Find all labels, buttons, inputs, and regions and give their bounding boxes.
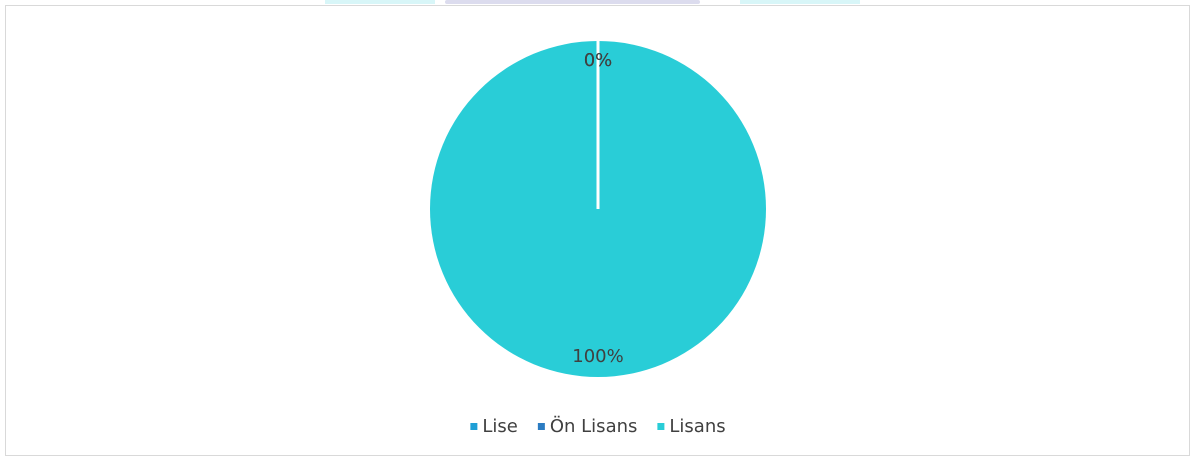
legend-marker xyxy=(537,423,545,430)
data-label: 100% xyxy=(572,346,623,367)
legend-label: Ön Lisans xyxy=(550,415,638,437)
data-labels: 0%0%100% xyxy=(572,50,623,367)
legend-label: Lisans xyxy=(669,416,725,437)
legend-marker xyxy=(470,423,478,430)
chart-frame xyxy=(5,5,1190,456)
legend-marker xyxy=(657,423,665,430)
legend-label: Lise xyxy=(482,416,517,437)
data-label: 0% xyxy=(584,50,613,71)
decor xyxy=(445,0,700,4)
pie xyxy=(430,41,766,377)
legend: Lise Ön Lisans Lisans xyxy=(470,415,726,437)
decor xyxy=(325,0,435,4)
data-label: 0% xyxy=(584,50,613,71)
decor xyxy=(740,0,860,4)
